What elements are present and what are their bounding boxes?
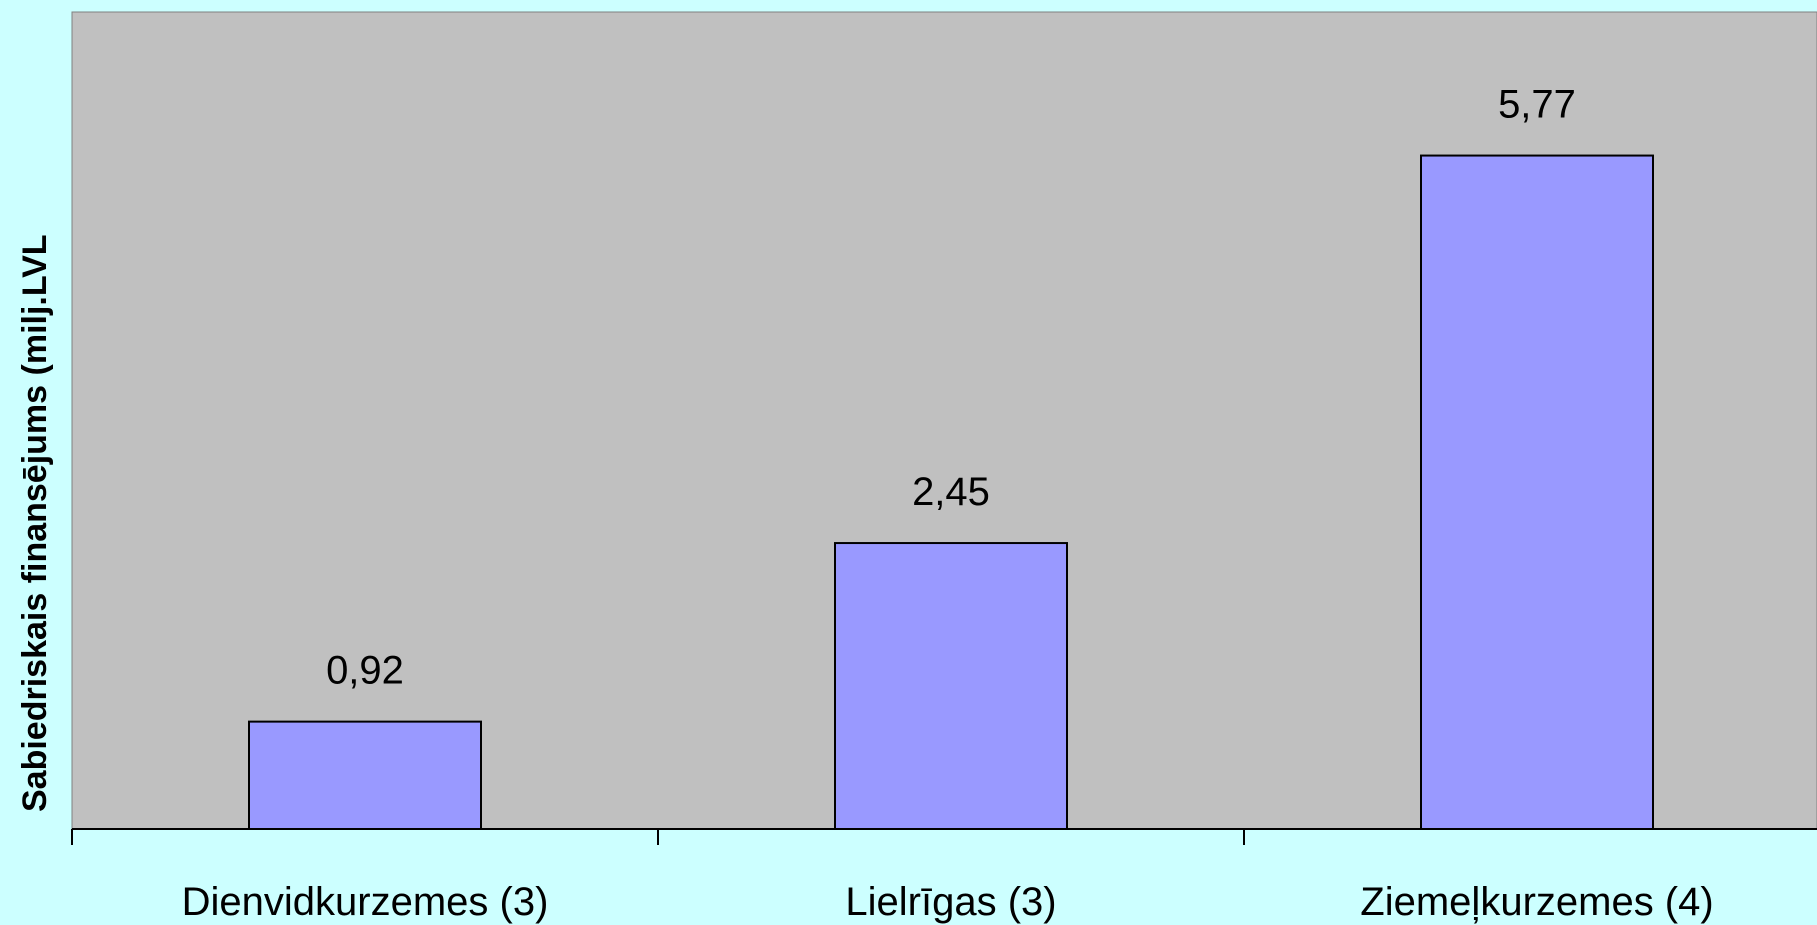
data-label-group: 0,92 2,45 5,77 bbox=[326, 83, 1576, 693]
x-tick-label: Lielrīgas (3) bbox=[845, 880, 1056, 924]
x-tick-label-group: Dienvidkurzemes (3) Lielrīgas (3) Ziemeļku… bbox=[182, 880, 1714, 924]
bar bbox=[1420, 154, 1654, 830]
data-label: 2,45 bbox=[912, 470, 990, 514]
data-label: 5,77 bbox=[1498, 83, 1576, 127]
x-tick-group bbox=[71, 829, 1245, 845]
bar bbox=[834, 542, 1068, 830]
y-axis-title: Sabiedriskais finansējums (milj.LVL bbox=[16, 234, 54, 812]
data-label: 0,92 bbox=[326, 649, 404, 693]
x-tick-label: Ziemeļkurzemes (4) bbox=[1360, 880, 1713, 924]
x-tick-label: Dienvidkurzemes (3) bbox=[182, 880, 549, 924]
bar bbox=[248, 720, 482, 831]
